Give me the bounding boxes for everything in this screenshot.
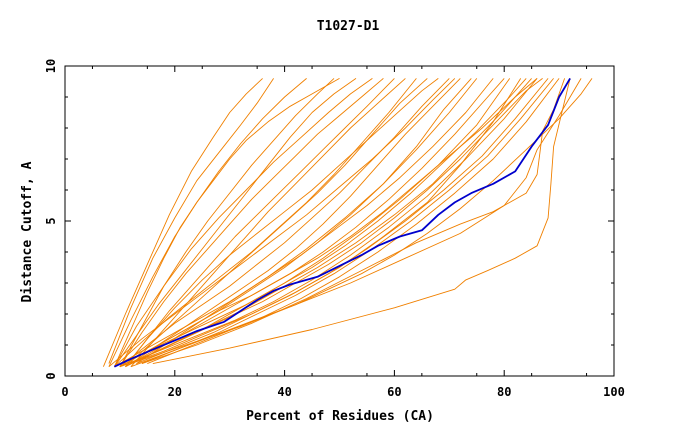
model-series-line — [119, 78, 384, 367]
model-series-line — [119, 78, 335, 367]
model-series-line — [125, 78, 505, 368]
x-tick-label: 80 — [497, 385, 511, 399]
model-series-line — [119, 78, 538, 368]
model-series-line — [102, 78, 263, 367]
model-series-line — [125, 78, 532, 368]
x-axis-label: Percent of Residues (CA) — [246, 409, 434, 424]
highlight-series-line — [114, 77, 571, 368]
y-tick-label: 0 — [44, 372, 58, 379]
model-series-line — [130, 78, 406, 367]
model-series-line — [108, 78, 274, 364]
y-tick-label: 5 — [44, 217, 58, 224]
model-series-line — [136, 78, 494, 364]
x-tick-label: 100 — [603, 385, 625, 399]
model-series-line — [119, 78, 538, 368]
x-tick-label: 40 — [277, 385, 291, 399]
model-series-line — [141, 78, 566, 365]
model-series-line — [125, 78, 395, 367]
model-series-line — [114, 78, 472, 368]
model-series-line — [114, 78, 357, 367]
model-series-line — [125, 78, 428, 368]
x-tick-label: 60 — [387, 385, 401, 399]
x-tick-label: 20 — [168, 385, 182, 399]
y-axis-label: Distance Cutoff, A — [20, 161, 35, 302]
model-series-line — [119, 78, 522, 368]
model-series-line — [108, 78, 456, 368]
model-series-line — [108, 78, 307, 367]
tick-layer: 0 20 40 60 80 100 0 5 10 — [44, 59, 625, 399]
chart-title: T1027-D1 — [317, 19, 380, 34]
model-series-line — [119, 78, 450, 368]
model-series-line — [147, 78, 560, 365]
model-series-line — [152, 78, 571, 365]
model-series-line — [125, 78, 439, 367]
model-series-line — [114, 78, 373, 367]
x-tick-label: 0 — [61, 385, 68, 399]
model-series-line — [130, 78, 582, 365]
model-series-line — [141, 78, 554, 365]
model-series-line — [114, 78, 527, 368]
model-series-line — [113, 78, 340, 367]
y-tick-label: 10 — [44, 59, 58, 73]
series-layer — [102, 77, 593, 368]
